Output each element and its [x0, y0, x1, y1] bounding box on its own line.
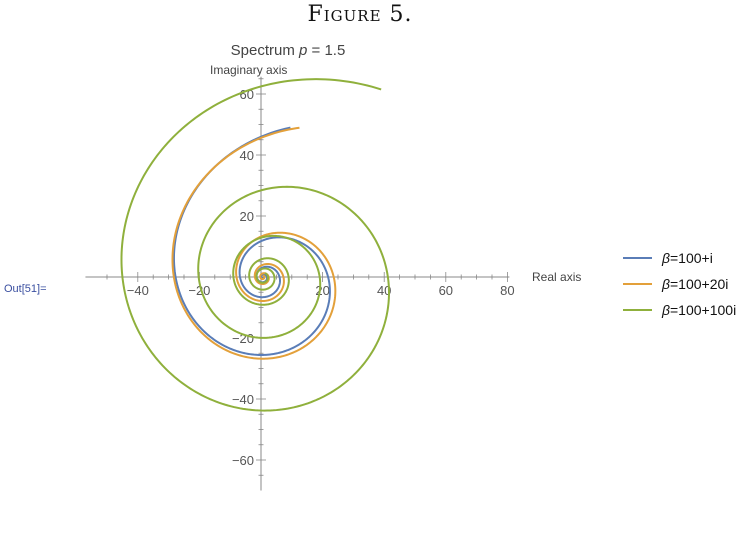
x-tick-label: 20 — [315, 283, 329, 298]
series-curve-3 — [120, 78, 391, 412]
y-tick-label: 60 — [240, 87, 254, 102]
x-tick-label: 80 — [500, 283, 514, 298]
output-cell-label: Out[51]= — [4, 283, 47, 295]
legend-label-3: β=100+100i — [661, 302, 736, 318]
x-tick-label: 60 — [439, 283, 453, 298]
legend-label-2: β=100+20i — [661, 276, 728, 292]
x-tick-label: −20 — [188, 283, 210, 298]
y-tick-label: −60 — [232, 453, 254, 468]
y-axis-title: Imaginary axis — [210, 63, 287, 77]
y-tick-label: 20 — [240, 209, 254, 224]
series-layer — [120, 78, 391, 412]
y-tick-label: −40 — [232, 392, 254, 407]
figure-caption: Figure 5. — [307, 2, 413, 27]
y-tick-label: 40 — [240, 148, 254, 163]
axes: −40 −20 20 40 60 80 −60 −40 −20 20 40 60 Real axis Im… — [85, 63, 581, 491]
y-tick-label: −20 — [232, 331, 254, 346]
x-tick-label: −40 — [127, 283, 149, 298]
legend-label-1: β=100+i — [661, 250, 713, 266]
x-tick-label: 40 — [377, 283, 391, 298]
legend: β=100+i β=100+20i β=100+100i — [623, 250, 736, 318]
chart-title: Spectrum p = 1.5 — [231, 42, 346, 59]
x-axis-title: Real axis — [532, 270, 581, 284]
series-curve-2 — [171, 126, 337, 360]
